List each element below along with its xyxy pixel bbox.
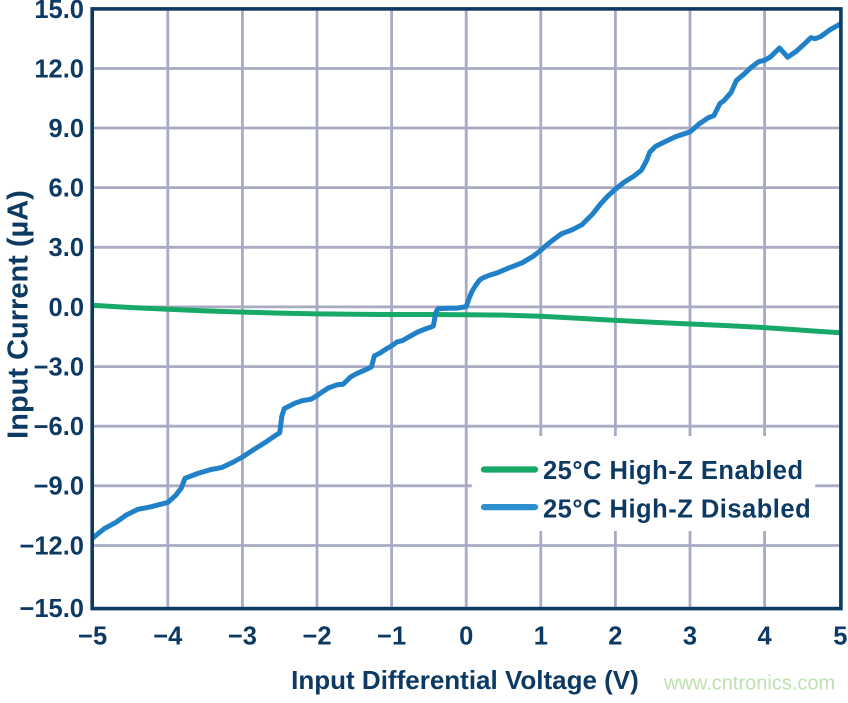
svg-text:Input Current (µA): Input Current (µA): [3, 190, 35, 439]
svg-text:www.cntronics.com: www.cntronics.com: [663, 673, 835, 695]
svg-text:25°C High-Z Enabled: 25°C High-Z Enabled: [543, 457, 804, 485]
svg-text:−4: −4: [153, 622, 183, 650]
svg-text:0.0: 0.0: [49, 294, 84, 322]
svg-text:−15.0: −15.0: [19, 595, 84, 623]
svg-text:−12.0: −12.0: [19, 532, 84, 560]
svg-text:4: 4: [758, 622, 773, 650]
svg-text:−3.0: −3.0: [34, 354, 84, 382]
svg-text:12.0: 12.0: [34, 55, 84, 83]
svg-text:−9.0: −9.0: [34, 473, 84, 501]
svg-text:−5: −5: [78, 622, 107, 650]
svg-text:25°C High-Z Disabled: 25°C High-Z Disabled: [543, 496, 811, 524]
svg-text:3: 3: [683, 622, 697, 650]
svg-text:1: 1: [534, 622, 548, 650]
svg-text:Input Differential Voltage (V): Input Differential Voltage (V): [291, 665, 639, 695]
svg-text:−3: −3: [228, 622, 257, 650]
svg-text:5: 5: [833, 622, 847, 650]
svg-text:15.0: 15.0: [34, 0, 84, 24]
svg-text:6.0: 6.0: [49, 175, 84, 203]
svg-text:−2: −2: [302, 622, 331, 650]
svg-text:0: 0: [459, 622, 473, 650]
svg-text:2: 2: [608, 622, 622, 650]
svg-text:−1: −1: [377, 622, 406, 650]
svg-text:9.0: 9.0: [49, 115, 84, 143]
svg-text:3.0: 3.0: [49, 234, 84, 262]
svg-text:−6.0: −6.0: [34, 413, 84, 441]
